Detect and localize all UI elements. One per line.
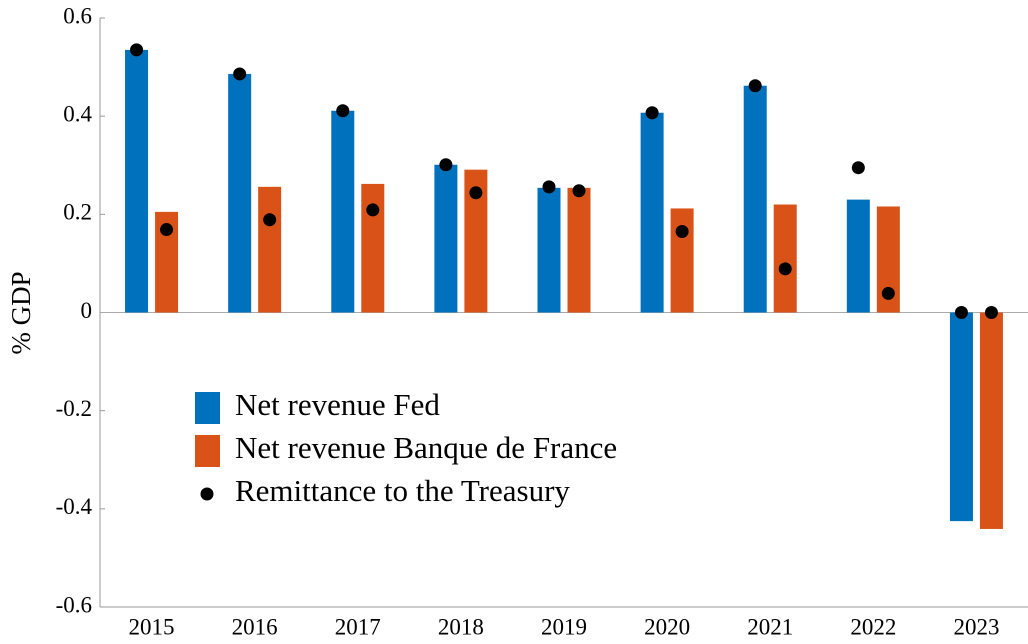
y-axis-label: % GDP [6,271,36,354]
bar [361,183,385,313]
legend-dot [200,487,214,501]
bar [567,187,591,313]
bar [537,187,561,313]
bar [228,73,252,313]
legend-label: Remittance to the Treasury [235,473,570,508]
x-tick-label: 2017 [335,614,381,639]
remittance-dot [263,213,277,227]
remittance-dot [336,104,350,118]
remittance-dot [954,306,968,319]
bar [979,312,1003,529]
remittance-dot [572,184,586,198]
remittance-dot [778,262,792,276]
remittance-dot [881,286,895,300]
remittance-dot [160,223,174,237]
remittance-dot [984,306,998,319]
remittance-dot [130,43,144,57]
x-tick-label: 2022 [850,614,896,639]
legend-swatch [195,435,220,467]
bar [434,164,458,313]
bar [155,211,179,313]
x-tick-label: 2016 [232,614,278,639]
bar [876,206,900,313]
remittance-dot [851,161,865,175]
x-tick-label: 2020 [644,614,690,639]
bar [258,186,282,313]
x-tick-label: 2018 [438,614,484,639]
y-tick-label: 0.4 [63,101,92,126]
remittance-dot [233,67,247,81]
y-tick-label: 0.2 [63,200,92,225]
remittance-dot [542,180,556,194]
bar [464,169,488,313]
legend-label: Net revenue Fed [235,387,440,422]
bar [743,85,767,313]
bar [846,199,870,313]
remittance-dot [469,186,483,200]
remittance-dot [366,203,380,217]
remittance-dot [675,225,689,239]
x-tick-label: 2015 [129,614,175,639]
y-tick-label: -0.2 [56,396,92,421]
y-tick-label: 0.6 [63,3,92,28]
x-tick-label: 2021 [747,614,793,639]
bar [949,312,973,522]
remittance-dot [748,79,762,93]
y-tick-label: 0 [81,298,93,323]
bar [125,49,149,313]
bar [773,204,797,313]
remittance-dot [439,158,453,172]
x-tick-label: 2019 [541,614,587,639]
remittance-dot [645,106,659,120]
y-tick-label: -0.4 [56,494,93,519]
y-tick-label: -0.6 [56,592,92,617]
bar [670,208,694,313]
legend-label: Net revenue Banque de France [235,430,617,465]
legend-swatch [195,392,220,424]
bar [640,112,664,313]
x-tick-label: 2023 [953,614,999,639]
bar [331,110,355,313]
